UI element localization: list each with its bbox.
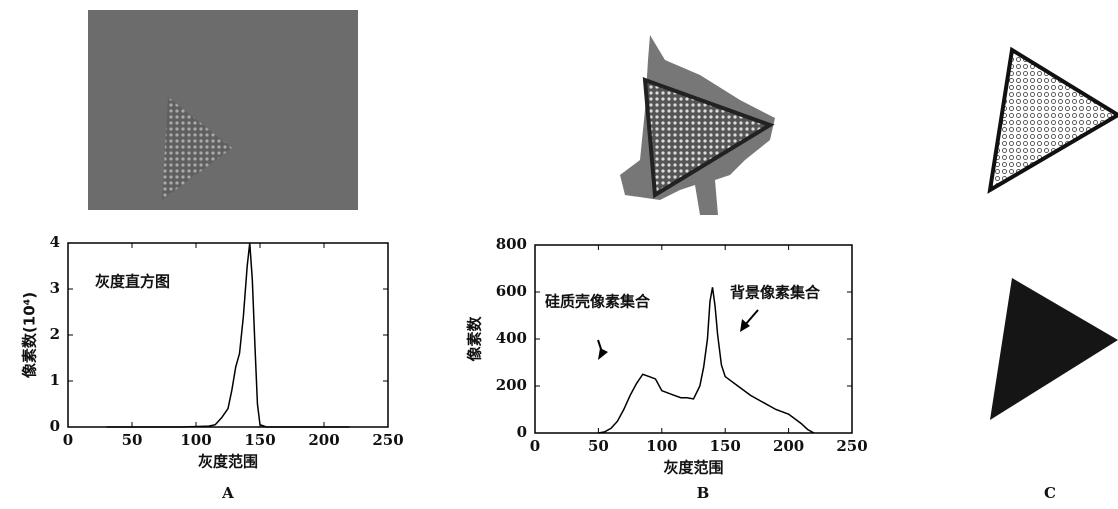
image-b xyxy=(620,35,775,215)
annotation: 灰度直方图 xyxy=(95,273,170,291)
x-axis-label: 灰度范围 xyxy=(663,459,723,477)
x-tick-label: 100 xyxy=(180,431,211,449)
y-axis-label: 像素数 xyxy=(466,316,484,362)
y-tick-label: 400 xyxy=(496,329,527,347)
y-tick-label: 1 xyxy=(50,371,60,389)
panel-label: B xyxy=(697,484,710,502)
x-tick-label: 0 xyxy=(63,431,73,449)
y-tick-label: 0 xyxy=(517,423,527,441)
x-tick-label: 0 xyxy=(530,437,540,455)
figure: 0 50 100 150 200 250 0 1 2 3 4 灰度范围 像素数(10⁴) 灰度直方图 0 50… xyxy=(0,0,1118,509)
plot-frame xyxy=(535,245,852,433)
x-tick-label: 200 xyxy=(773,437,804,455)
x-tick-label: 50 xyxy=(588,437,609,455)
x-tick-label: 50 xyxy=(122,431,143,449)
annotation: 硅质壳像素集合 xyxy=(545,293,651,311)
y-tick-label: 600 xyxy=(496,282,527,300)
image-c xyxy=(990,50,1118,420)
x-tick-label: 200 xyxy=(308,431,339,449)
image-a xyxy=(88,10,358,210)
x-tick-label: 250 xyxy=(372,431,403,449)
x-tick-label: 250 xyxy=(836,437,867,455)
y-tick-label: 3 xyxy=(50,279,60,297)
plot-frame xyxy=(68,243,388,427)
annotation: 背景像素集合 xyxy=(730,284,821,302)
x-tick-label: 100 xyxy=(646,437,677,455)
x-tick-label: 150 xyxy=(710,437,741,455)
y-tick-label: 800 xyxy=(496,235,527,253)
y-tick-label: 200 xyxy=(496,376,527,394)
y-axis-label: 像素数(10⁴) xyxy=(21,292,39,378)
panel-label: C xyxy=(1044,484,1056,502)
x-axis-label: 灰度范围 xyxy=(198,453,258,471)
y-tick-label: 2 xyxy=(50,325,60,343)
panel-label: A xyxy=(221,484,234,502)
x-tick-label: 150 xyxy=(244,431,275,449)
arrows xyxy=(598,310,758,360)
data-line xyxy=(106,243,349,427)
y-tick-label: 0 xyxy=(50,417,60,435)
y-tick-label: 4 xyxy=(50,233,60,251)
